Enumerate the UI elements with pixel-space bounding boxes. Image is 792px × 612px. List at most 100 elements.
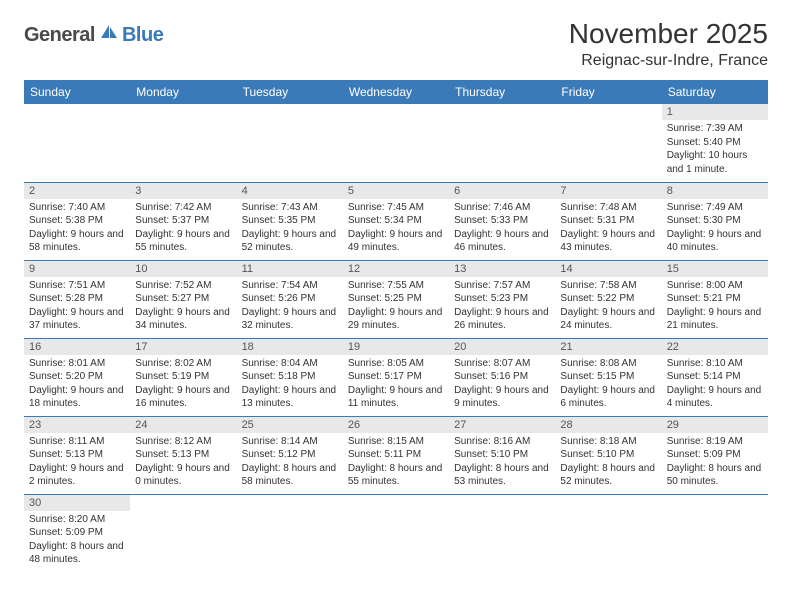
calendar-cell: 29Sunrise: 8:19 AMSunset: 5:09 PMDayligh… [662, 416, 768, 494]
calendar-cell: 3Sunrise: 7:42 AMSunset: 5:37 PMDaylight… [130, 182, 236, 260]
sunset-text: Sunset: 5:33 PM [454, 214, 550, 228]
sunrise-text: Sunrise: 8:19 AM [667, 435, 763, 449]
calendar-cell: 1Sunrise: 7:39 AMSunset: 5:40 PMDaylight… [662, 104, 768, 182]
sunrise-text: Sunrise: 8:12 AM [135, 435, 231, 449]
calendar-cell [24, 104, 130, 182]
calendar-cell: 17Sunrise: 8:02 AMSunset: 5:19 PMDayligh… [130, 338, 236, 416]
logo: General Blue [24, 18, 163, 47]
header-saturday: Saturday [662, 80, 768, 104]
day-details: Sunrise: 8:10 AMSunset: 5:14 PMDaylight:… [662, 355, 768, 415]
sunrise-text: Sunrise: 8:18 AM [560, 435, 656, 449]
calendar-cell: 15Sunrise: 8:00 AMSunset: 5:21 PMDayligh… [662, 260, 768, 338]
day-details: Sunrise: 7:55 AMSunset: 5:25 PMDaylight:… [343, 277, 449, 337]
calendar-cell [662, 494, 768, 572]
sunset-text: Sunset: 5:22 PM [560, 292, 656, 306]
calendar-cell: 16Sunrise: 8:01 AMSunset: 5:20 PMDayligh… [24, 338, 130, 416]
day-number [343, 104, 449, 108]
day-number [130, 495, 236, 499]
sunset-text: Sunset: 5:19 PM [135, 370, 231, 384]
day-number [449, 104, 555, 108]
sunset-text: Sunset: 5:09 PM [667, 448, 763, 462]
calendar-cell [555, 494, 661, 572]
day-number: 28 [555, 417, 661, 433]
day-details: Sunrise: 8:20 AMSunset: 5:09 PMDaylight:… [24, 511, 130, 571]
daylight-text: Daylight: 9 hours and 46 minutes. [454, 228, 550, 255]
day-number [449, 495, 555, 499]
day-header-row: Sunday Monday Tuesday Wednesday Thursday… [24, 80, 768, 104]
calendar-week: 1Sunrise: 7:39 AMSunset: 5:40 PMDaylight… [24, 104, 768, 182]
day-number: 6 [449, 183, 555, 199]
sunrise-text: Sunrise: 8:02 AM [135, 357, 231, 371]
sunrise-text: Sunrise: 7:48 AM [560, 201, 656, 215]
sunset-text: Sunset: 5:15 PM [560, 370, 656, 384]
day-details: Sunrise: 8:15 AMSunset: 5:11 PMDaylight:… [343, 433, 449, 493]
sunset-text: Sunset: 5:10 PM [560, 448, 656, 462]
day-details: Sunrise: 7:52 AMSunset: 5:27 PMDaylight:… [130, 277, 236, 337]
sunrise-text: Sunrise: 7:40 AM [29, 201, 125, 215]
daylight-text: Daylight: 9 hours and 29 minutes. [348, 306, 444, 333]
header: General Blue November 2025 Reignac-sur-I… [24, 18, 768, 70]
day-details: Sunrise: 7:57 AMSunset: 5:23 PMDaylight:… [449, 277, 555, 337]
calendar-cell: 27Sunrise: 8:16 AMSunset: 5:10 PMDayligh… [449, 416, 555, 494]
sail-icon [99, 24, 119, 45]
daylight-text: Daylight: 9 hours and 11 minutes. [348, 384, 444, 411]
sunrise-text: Sunrise: 8:07 AM [454, 357, 550, 371]
day-number: 1 [662, 104, 768, 120]
day-number [343, 495, 449, 499]
calendar-cell: 22Sunrise: 8:10 AMSunset: 5:14 PMDayligh… [662, 338, 768, 416]
sunrise-text: Sunrise: 8:14 AM [242, 435, 338, 449]
day-details: Sunrise: 8:00 AMSunset: 5:21 PMDaylight:… [662, 277, 768, 337]
day-number: 5 [343, 183, 449, 199]
sunset-text: Sunset: 5:38 PM [29, 214, 125, 228]
sunrise-text: Sunrise: 8:20 AM [29, 513, 125, 527]
daylight-text: Daylight: 9 hours and 43 minutes. [560, 228, 656, 255]
sunrise-text: Sunrise: 7:51 AM [29, 279, 125, 293]
day-number: 11 [237, 261, 343, 277]
calendar-cell [343, 104, 449, 182]
sunset-text: Sunset: 5:13 PM [29, 448, 125, 462]
sunrise-text: Sunrise: 7:42 AM [135, 201, 231, 215]
day-number [237, 495, 343, 499]
day-number: 3 [130, 183, 236, 199]
sunset-text: Sunset: 5:09 PM [29, 526, 125, 540]
calendar-cell: 19Sunrise: 8:05 AMSunset: 5:17 PMDayligh… [343, 338, 449, 416]
daylight-text: Daylight: 9 hours and 9 minutes. [454, 384, 550, 411]
calendar-cell: 23Sunrise: 8:11 AMSunset: 5:13 PMDayligh… [24, 416, 130, 494]
day-details: Sunrise: 7:51 AMSunset: 5:28 PMDaylight:… [24, 277, 130, 337]
calendar-cell: 5Sunrise: 7:45 AMSunset: 5:34 PMDaylight… [343, 182, 449, 260]
calendar-week: 2Sunrise: 7:40 AMSunset: 5:38 PMDaylight… [24, 182, 768, 260]
day-number [555, 104, 661, 108]
daylight-text: Daylight: 8 hours and 55 minutes. [348, 462, 444, 489]
daylight-text: Daylight: 9 hours and 55 minutes. [135, 228, 231, 255]
day-number [24, 104, 130, 108]
calendar-cell: 30Sunrise: 8:20 AMSunset: 5:09 PMDayligh… [24, 494, 130, 572]
sunset-text: Sunset: 5:37 PM [135, 214, 231, 228]
daylight-text: Daylight: 9 hours and 4 minutes. [667, 384, 763, 411]
sunrise-text: Sunrise: 7:43 AM [242, 201, 338, 215]
day-details: Sunrise: 7:40 AMSunset: 5:38 PMDaylight:… [24, 199, 130, 259]
calendar-week: 30Sunrise: 8:20 AMSunset: 5:09 PMDayligh… [24, 494, 768, 572]
daylight-text: Daylight: 9 hours and 21 minutes. [667, 306, 763, 333]
day-number: 9 [24, 261, 130, 277]
day-details: Sunrise: 7:42 AMSunset: 5:37 PMDaylight:… [130, 199, 236, 259]
calendar-cell: 13Sunrise: 7:57 AMSunset: 5:23 PMDayligh… [449, 260, 555, 338]
sunrise-text: Sunrise: 7:45 AM [348, 201, 444, 215]
calendar-page: General Blue November 2025 Reignac-sur-I… [0, 0, 792, 572]
daylight-text: Daylight: 8 hours and 58 minutes. [242, 462, 338, 489]
sunset-text: Sunset: 5:26 PM [242, 292, 338, 306]
daylight-text: Daylight: 9 hours and 6 minutes. [560, 384, 656, 411]
day-details: Sunrise: 7:54 AMSunset: 5:26 PMDaylight:… [237, 277, 343, 337]
sunrise-text: Sunrise: 8:04 AM [242, 357, 338, 371]
logo-text-blue: Blue [122, 24, 163, 47]
day-number: 29 [662, 417, 768, 433]
day-details: Sunrise: 8:04 AMSunset: 5:18 PMDaylight:… [237, 355, 343, 415]
daylight-text: Daylight: 9 hours and 40 minutes. [667, 228, 763, 255]
header-tuesday: Tuesday [237, 80, 343, 104]
calendar-cell: 10Sunrise: 7:52 AMSunset: 5:27 PMDayligh… [130, 260, 236, 338]
header-wednesday: Wednesday [343, 80, 449, 104]
day-number [555, 495, 661, 499]
calendar-week: 23Sunrise: 8:11 AMSunset: 5:13 PMDayligh… [24, 416, 768, 494]
day-details: Sunrise: 8:05 AMSunset: 5:17 PMDaylight:… [343, 355, 449, 415]
daylight-text: Daylight: 9 hours and 49 minutes. [348, 228, 444, 255]
header-thursday: Thursday [449, 80, 555, 104]
